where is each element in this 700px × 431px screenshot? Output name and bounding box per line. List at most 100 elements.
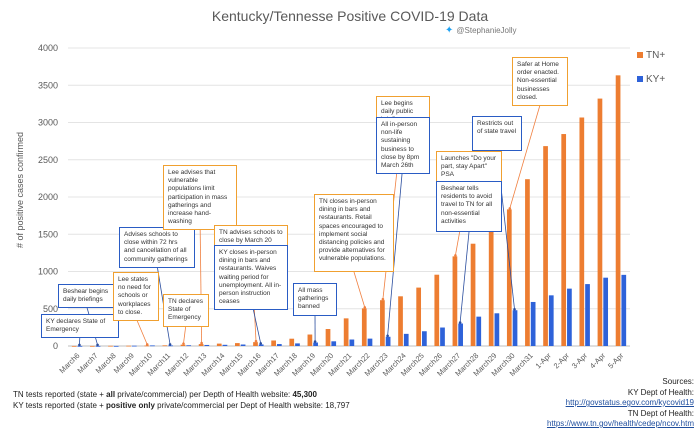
- bar-tn: [325, 329, 331, 346]
- bar-ky: [585, 284, 590, 346]
- legend-swatch-ky: [637, 76, 643, 83]
- bar-ky: [113, 345, 119, 347]
- annotation-box: Lee states no need for schools or workpl…: [113, 272, 159, 322]
- bar-ky: [548, 295, 554, 346]
- annotation-arrowhead: [454, 254, 457, 257]
- bar-tn: [470, 243, 476, 346]
- x-tick-label: 2-Apr: [552, 351, 572, 371]
- sources-block: Sources: KY Dept of Health: http://govst…: [547, 377, 694, 430]
- annotation-connector: [183, 323, 187, 344]
- ky-source-link[interactable]: http://govstatus.egov.com/kycovid19: [565, 398, 694, 407]
- bar-tn: [434, 274, 440, 346]
- bar-ky: [95, 345, 101, 347]
- bar-tn: [126, 345, 131, 347]
- ky-note-bold: positive only: [106, 401, 155, 410]
- legend-label-tn: TN+: [646, 50, 666, 61]
- annotation-connector: [509, 104, 541, 209]
- tn-tests-note: TN tests reported (state + all private/c…: [13, 390, 317, 399]
- annotation-arrowhead: [513, 307, 516, 311]
- annotation-box: Beshear tells residents to avoid travel …: [436, 181, 502, 232]
- bar-tn: [380, 300, 385, 346]
- annotation-box: Beshear begins daily briefings: [58, 284, 114, 309]
- y-tick-label: 2000: [38, 192, 58, 202]
- bar-ky: [186, 345, 192, 347]
- bar-ky: [240, 344, 246, 346]
- annotation-box: All in-person non-life sustaining busine…: [376, 117, 430, 175]
- y-tick-label: 0: [53, 341, 58, 351]
- annotation-connector: [135, 317, 148, 345]
- bar-ky: [494, 313, 500, 346]
- ky-note-post: private/commercial per Dept of Health we…: [154, 401, 350, 410]
- tn-note-mid: private/commercial) per Depth of Health …: [115, 390, 293, 399]
- bar-tn: [398, 296, 403, 346]
- tn-source-label: TN Dept of Health:: [627, 408, 694, 418]
- bar-tn: [525, 179, 530, 346]
- bar-tn: [289, 338, 295, 346]
- annotation-arrowhead: [508, 207, 512, 210]
- annotation-arrowhead: [168, 343, 172, 346]
- annotation-arrowhead: [200, 341, 203, 345]
- annotation-arrowhead: [363, 306, 367, 309]
- annotation-connector: [459, 231, 470, 323]
- tn-note-pre: TN tests reported (state +: [13, 390, 107, 399]
- bar-ky: [385, 336, 391, 346]
- bar-tn: [89, 345, 95, 347]
- bar-tn: [543, 146, 548, 346]
- sources-label: Sources:: [662, 377, 694, 386]
- annotation-connector: [353, 271, 366, 308]
- annotation-arrowhead: [386, 334, 389, 338]
- bar-tn: [180, 344, 186, 346]
- annotation-arrowhead: [96, 343, 99, 347]
- bar-tn: [162, 345, 168, 347]
- annotation-box: TN declares State of Emergency: [163, 294, 209, 327]
- bar-ky: [222, 344, 228, 346]
- tn-note-bold: all: [106, 390, 116, 399]
- bar-tn: [343, 318, 349, 346]
- bar-tn: [144, 345, 150, 347]
- bar-ky: [603, 277, 609, 346]
- bar-ky: [258, 344, 264, 346]
- chart-title: Kentucky/Tennesse Positive COVID-19 Data: [211, 8, 489, 24]
- y-tick-label: 500: [43, 304, 58, 314]
- bar-tn: [506, 209, 512, 346]
- bar-ky: [150, 345, 155, 347]
- bar-tn: [198, 344, 204, 346]
- handle-text: @StephanieJolly: [456, 26, 517, 35]
- x-tick-label: 3-Apr: [570, 351, 590, 371]
- annotation-arrowhead: [259, 342, 263, 345]
- bar-tn: [615, 75, 621, 347]
- bar-tn: [416, 287, 422, 346]
- bar-tn: [579, 117, 585, 346]
- legend-item-tn: TN+: [637, 50, 665, 61]
- bar-tn: [235, 343, 240, 346]
- annotation-arrowhead: [254, 339, 258, 343]
- bar-ky: [476, 316, 482, 346]
- twitter-bird-icon: ✦: [445, 25, 454, 36]
- bar-tn: [452, 256, 458, 346]
- x-tick-label: 5-Apr: [606, 351, 626, 371]
- bar-tn: [108, 345, 113, 347]
- bar-ky: [530, 301, 536, 346]
- y-tick-label: 4000: [38, 43, 58, 53]
- y-tick-label: 2500: [38, 155, 58, 165]
- legend-label-ky: KY+: [646, 74, 666, 85]
- annotation-box: Restricts out of state travel: [472, 116, 522, 151]
- legend-item-ky: KY+: [637, 74, 665, 85]
- tn-source-link[interactable]: https://www.tn.gov/health/cedep/ncov.htm: [546, 419, 694, 428]
- bar-ky: [77, 345, 83, 347]
- bar-ky: [131, 345, 137, 347]
- bar-tn: [271, 340, 276, 346]
- annotation-box: TN closes in-person dining in bars and r…: [314, 194, 394, 272]
- bar-tn: [307, 334, 313, 346]
- bar-ky: [331, 341, 337, 346]
- annotation-box: All mass gatherings banned: [293, 283, 337, 316]
- bar-ky: [403, 333, 409, 346]
- bar-ky: [567, 288, 572, 346]
- bar-ky: [204, 344, 210, 346]
- bar-tn: [561, 134, 567, 346]
- annotation-box: Lee advises that vulnerable populations …: [163, 165, 237, 231]
- bar-ky: [276, 344, 282, 346]
- annotation-arrowhead: [313, 340, 317, 343]
- bar-ky: [295, 343, 300, 346]
- bar-tn: [488, 231, 494, 346]
